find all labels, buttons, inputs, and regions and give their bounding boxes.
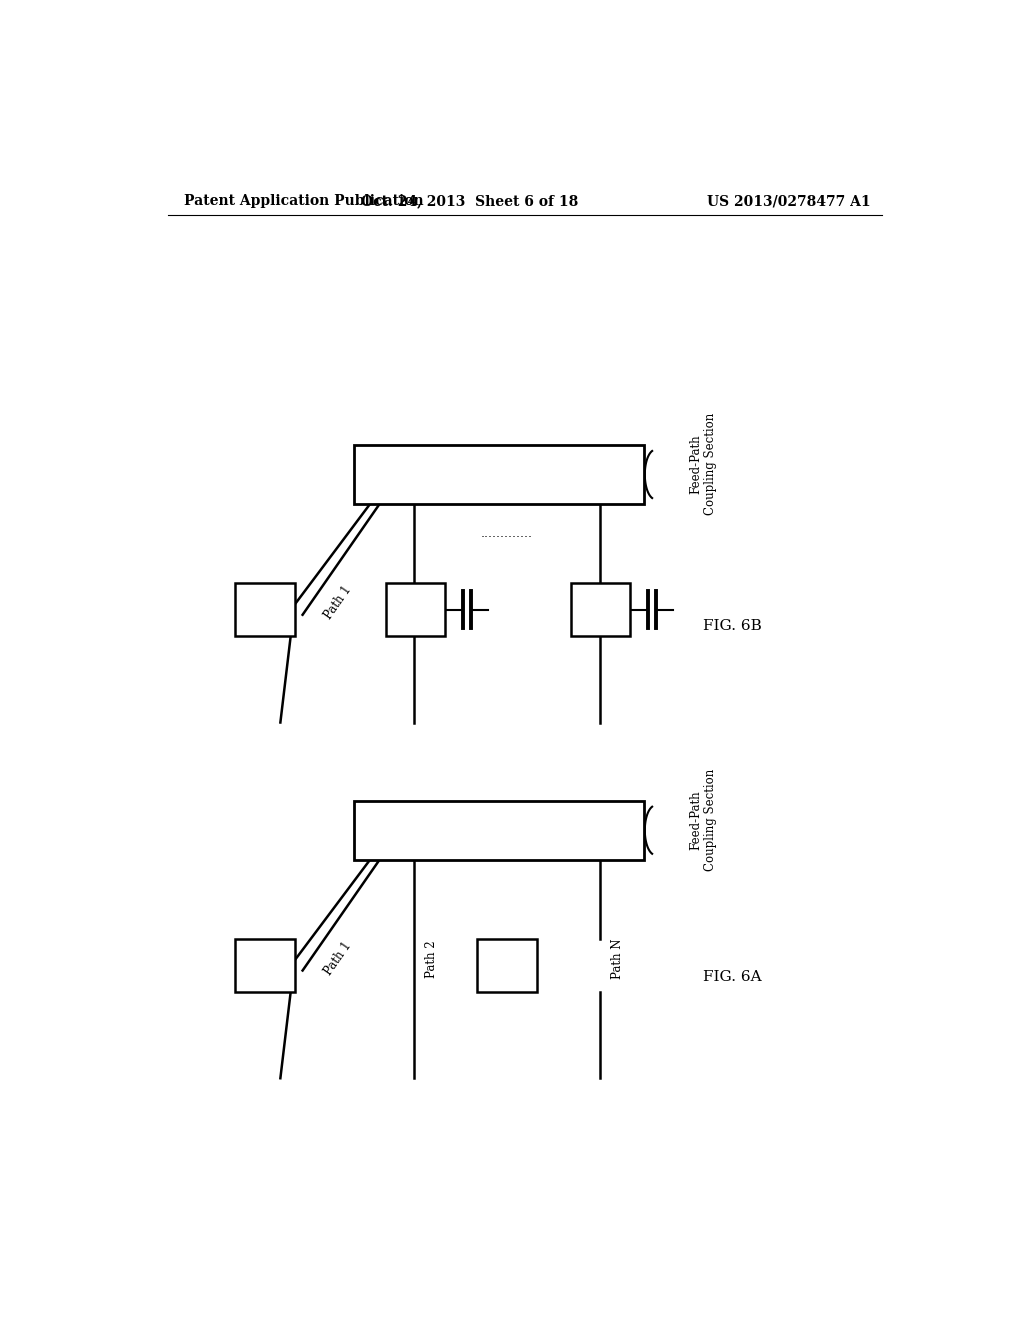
Bar xyxy=(354,801,644,859)
Text: TMN 1: TMN 1 xyxy=(243,958,287,972)
Text: Path N: Path N xyxy=(611,939,625,979)
Text: TMN N: TMN N xyxy=(483,958,530,972)
Text: Feed-Path
Coupling Section: Feed-Path Coupling Section xyxy=(689,413,718,516)
Text: Path 1: Path 1 xyxy=(323,583,354,622)
Text: TMN 1: TMN 1 xyxy=(243,603,287,616)
Text: US 2013/0278477 A1: US 2013/0278477 A1 xyxy=(708,194,871,209)
Bar xyxy=(570,583,631,636)
Text: Path N: Path N xyxy=(611,583,625,623)
Bar xyxy=(386,583,445,636)
Text: Path 2: Path 2 xyxy=(425,940,437,978)
Text: Path 2: Path 2 xyxy=(425,585,437,622)
Bar xyxy=(477,939,537,991)
Bar xyxy=(236,583,295,636)
Text: TMN 2: TMN 2 xyxy=(393,603,437,616)
Text: FIG. 6A: FIG. 6A xyxy=(703,970,762,983)
Text: Path 1: Path 1 xyxy=(323,940,354,978)
Text: .............: ............. xyxy=(481,932,532,945)
Text: Oct. 24, 2013  Sheet 6 of 18: Oct. 24, 2013 Sheet 6 of 18 xyxy=(360,194,578,209)
Bar xyxy=(354,445,644,504)
Text: FIG. 6B: FIG. 6B xyxy=(703,619,762,634)
Bar xyxy=(236,939,295,991)
Text: TMN N: TMN N xyxy=(577,603,625,616)
Text: .............: ............. xyxy=(481,527,532,540)
Text: Patent Application Publication: Patent Application Publication xyxy=(183,194,423,209)
Text: Feed-Path
Coupling Section: Feed-Path Coupling Section xyxy=(689,770,718,871)
